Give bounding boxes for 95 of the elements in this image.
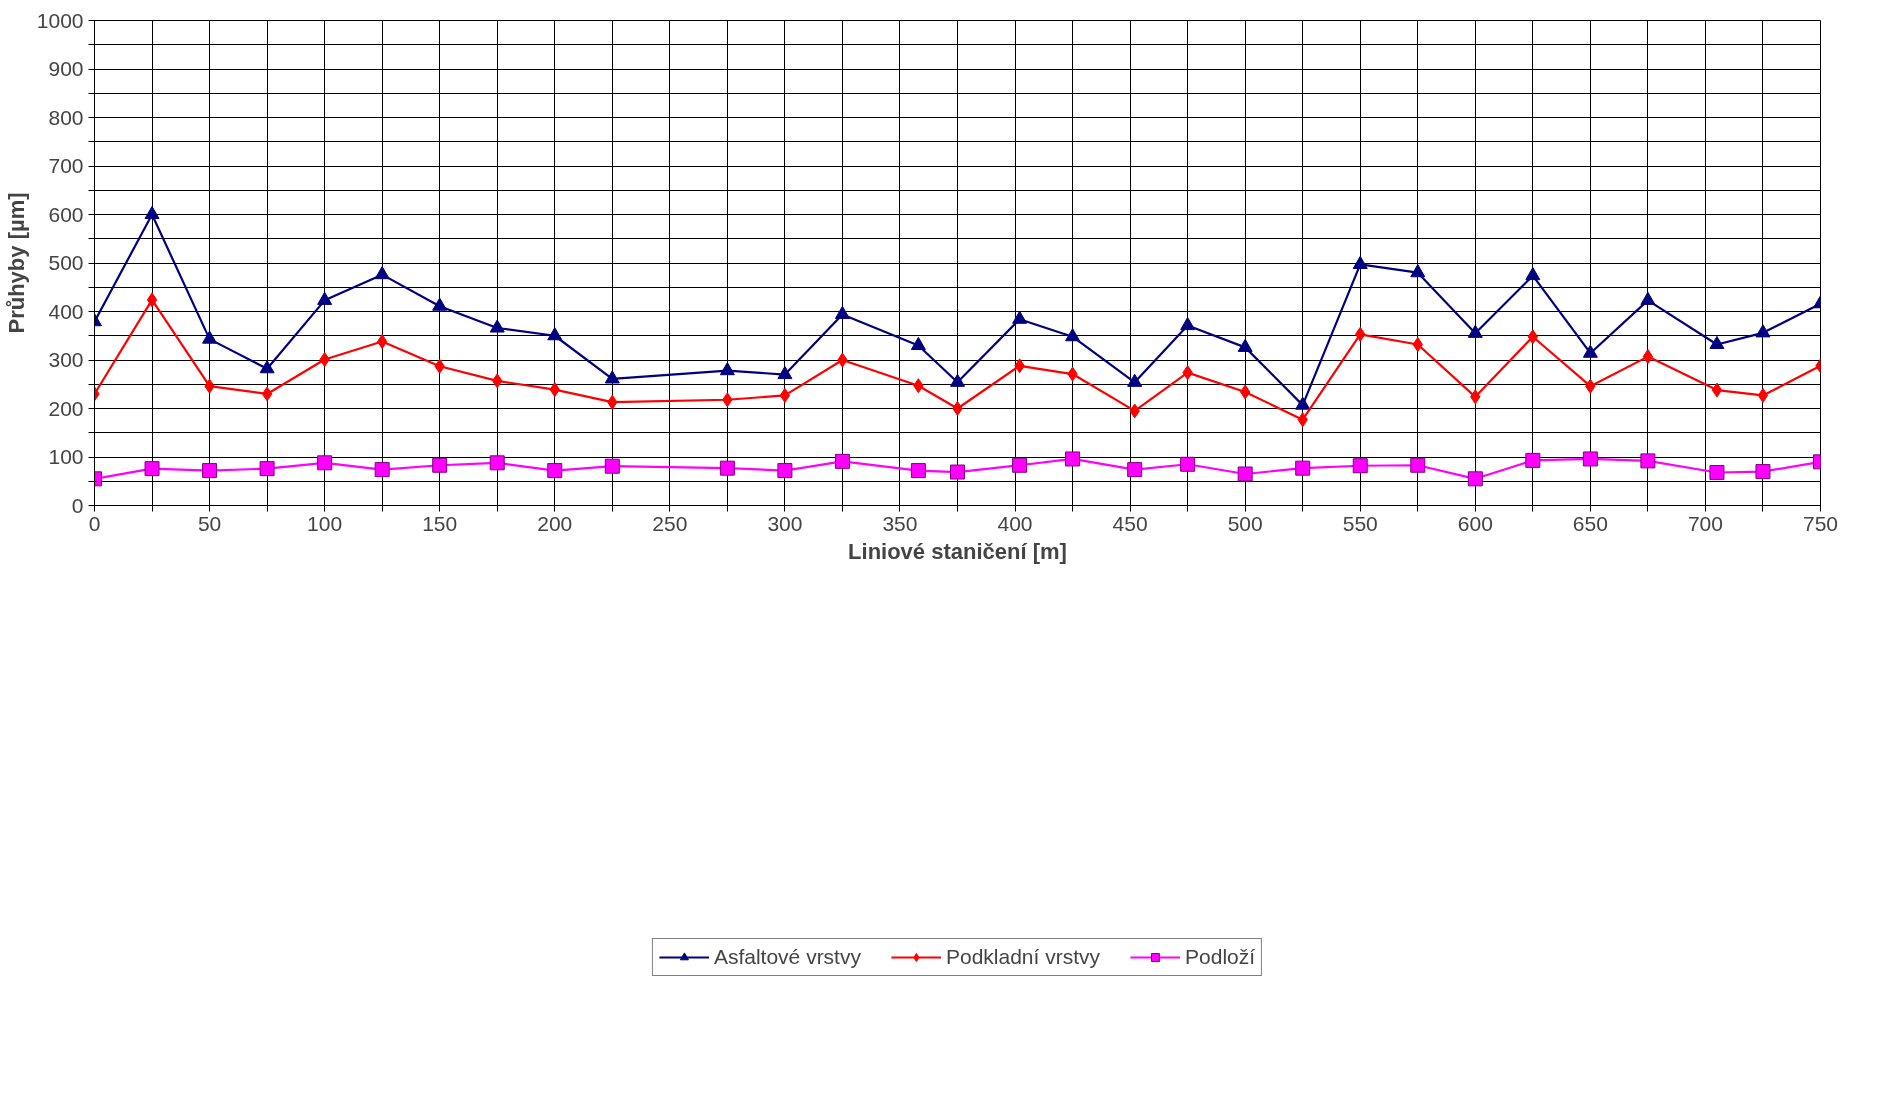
point: [910, 463, 926, 479]
point: [1410, 264, 1426, 278]
point: [1127, 373, 1143, 387]
point: [1467, 324, 1483, 338]
x-tick-label: 700: [1687, 511, 1723, 535]
point: [910, 336, 926, 350]
point: [1180, 316, 1196, 331]
point: [950, 464, 965, 480]
point: [1237, 466, 1253, 482]
point: [1352, 458, 1368, 474]
point: [950, 373, 965, 387]
y-tick-label: 800: [48, 105, 84, 129]
point: [834, 305, 850, 319]
point: [202, 463, 218, 479]
point: [489, 319, 505, 333]
y-tick-label: 400: [48, 299, 84, 323]
x-tick-label: 500: [1227, 511, 1263, 535]
point: [547, 327, 563, 341]
x-tick-label: 400: [997, 511, 1033, 535]
legend-label: Podkladní vrstvy: [945, 945, 1101, 969]
point: [1180, 456, 1196, 472]
x-tick-label: 650: [1572, 511, 1608, 535]
point: [1757, 387, 1769, 403]
y-tick-label: 500: [48, 251, 84, 274]
point: [1127, 462, 1143, 478]
y-tick-label: 600: [48, 202, 84, 226]
x-tick-label: 100: [307, 511, 343, 535]
point: [777, 365, 793, 380]
x-tick-label: 0: [88, 511, 101, 535]
point: [547, 463, 563, 479]
point: [259, 461, 275, 477]
point: [1525, 452, 1541, 468]
point: [1711, 382, 1723, 398]
point: [202, 330, 218, 344]
point: [1065, 451, 1081, 467]
y-axis-title: Průhyby [µm]: [3, 192, 29, 334]
point: [834, 453, 850, 469]
y-tick-label: 700: [48, 154, 84, 177]
point: [1295, 396, 1311, 410]
point: [1640, 291, 1656, 305]
point: [1709, 335, 1725, 350]
point: [261, 386, 273, 402]
point: [604, 458, 620, 474]
point: [432, 457, 448, 473]
legend-label: Podloží: [1185, 945, 1256, 969]
point: [1012, 310, 1028, 324]
point: [374, 462, 390, 478]
x-tick-label: 550: [1342, 511, 1378, 535]
point: [1410, 457, 1426, 473]
point: [952, 401, 963, 416]
y-tick-label: 0: [71, 493, 84, 517]
point: [489, 455, 505, 471]
point: [719, 362, 735, 376]
point: [1582, 344, 1598, 358]
point: [604, 370, 620, 384]
x-tick-label: 300: [767, 511, 803, 535]
point: [719, 460, 735, 476]
x-tick-label: 150: [422, 511, 458, 535]
point: [146, 292, 158, 308]
point: [1467, 471, 1483, 487]
y-tick-label: 200: [48, 396, 84, 420]
point: [777, 463, 793, 479]
point: [144, 461, 160, 477]
legend-label: Asfaltové vrstvy: [713, 945, 861, 969]
point: [779, 387, 791, 403]
point: [1642, 349, 1654, 365]
point: [1640, 453, 1656, 469]
x-tick-label: 750: [1802, 511, 1839, 535]
y-tick-label: 900: [48, 57, 84, 80]
point: [1709, 465, 1725, 481]
point: [1352, 255, 1368, 269]
y-tick-label: 300: [48, 348, 84, 371]
point: [1525, 267, 1541, 281]
x-tick-label: 600: [1457, 511, 1493, 535]
x-tick-label: 350: [882, 511, 918, 535]
point: [1755, 464, 1771, 480]
x-tick-label: 200: [537, 511, 573, 535]
x-tick-label: 50: [197, 511, 222, 535]
y-tick-label: 100: [48, 445, 84, 468]
point: [432, 297, 448, 311]
point: [1237, 338, 1253, 352]
point: [259, 360, 275, 374]
y-tick-label: 1000: [36, 8, 84, 32]
point: [1012, 457, 1028, 473]
x-axis-title: Liniové staničení [m]: [848, 538, 1067, 564]
point: [374, 266, 390, 280]
point: [1295, 460, 1311, 476]
point: [317, 455, 333, 471]
point: [1065, 328, 1081, 342]
x-tick-label: 450: [1112, 511, 1148, 535]
point: [1582, 451, 1598, 467]
point: [144, 205, 160, 220]
point: [1755, 324, 1771, 338]
x-tick-label: 250: [652, 511, 688, 535]
point: [317, 291, 333, 305]
